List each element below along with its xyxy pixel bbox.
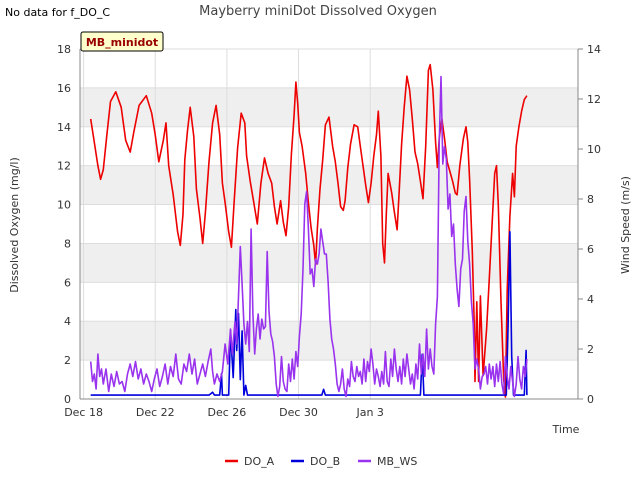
grid-band (80, 321, 578, 361)
y2-tick-label: 6 (587, 243, 594, 256)
legend-label: DO_B (310, 455, 340, 468)
x-tick-label: Dec 30 (279, 406, 318, 419)
legend-item-mb-ws: MB_WS (358, 455, 417, 468)
y-tick-label: 16 (57, 82, 71, 95)
grid-band (80, 243, 578, 283)
y2-tick-label: 10 (587, 143, 601, 156)
x-tick-label: Dec 26 (208, 406, 247, 419)
series-line-do-a (89, 63, 528, 398)
y-tick-label: 10 (57, 199, 71, 212)
y-tick-label: 6 (64, 276, 71, 289)
y-tick-label: 2 (64, 354, 71, 367)
y-tick-label: 4 (64, 315, 71, 328)
axes (79, 48, 583, 400)
x-tick-label: Jan 3 (355, 406, 383, 419)
y-tick-label: 14 (57, 121, 71, 134)
y-axis-label: Dissolved Oxygen (mg/l) (8, 157, 21, 292)
x-axis-label: Time (552, 423, 580, 436)
series-line-mb-ws (89, 75, 528, 398)
legend-label: MB_WS (377, 455, 417, 468)
y2-tick-label: 2 (587, 343, 594, 356)
y-tick-label: 12 (57, 160, 71, 173)
y2-tick-label: 14 (587, 43, 601, 56)
y2-tick-label: 12 (587, 93, 601, 106)
x-tick-label: Dec 18 (64, 406, 103, 419)
station-tag-box (80, 31, 164, 52)
grid-band (80, 165, 578, 205)
y2-axis-label: Wind Speed (m/s) (619, 176, 632, 274)
station-tag: MB_minidot (80, 31, 164, 52)
legend-item-do-b: DO_B (291, 455, 340, 468)
series-lines (89, 63, 528, 398)
y-tick-label: 18 (57, 43, 71, 56)
plot-background (80, 49, 578, 399)
station-tag-label: MB_minidot (86, 36, 158, 49)
tick-labels: 0 2 4 6 8 10 12 14 16 18 0 2 4 6 8 10 12 14 Dec 18 Dec 22 De… (57, 43, 601, 419)
chart-title: Mayberry miniDot Dissolved Oxygen (199, 4, 437, 19)
y2-tick-label: 0 (587, 393, 594, 406)
legend-label: DO_A (244, 455, 275, 468)
legend: DO_A DO_B MB_WS (225, 455, 417, 468)
y-tick-label: 0 (64, 393, 71, 406)
y2-tick-label: 8 (587, 193, 594, 206)
no-data-note: No data for f_DO_C (5, 6, 111, 19)
y-tick-label: 8 (64, 237, 71, 250)
x-tick-label: Dec 22 (136, 406, 175, 419)
y2-tick-label: 4 (587, 293, 594, 306)
legend-item-do-a: DO_A (225, 455, 275, 468)
